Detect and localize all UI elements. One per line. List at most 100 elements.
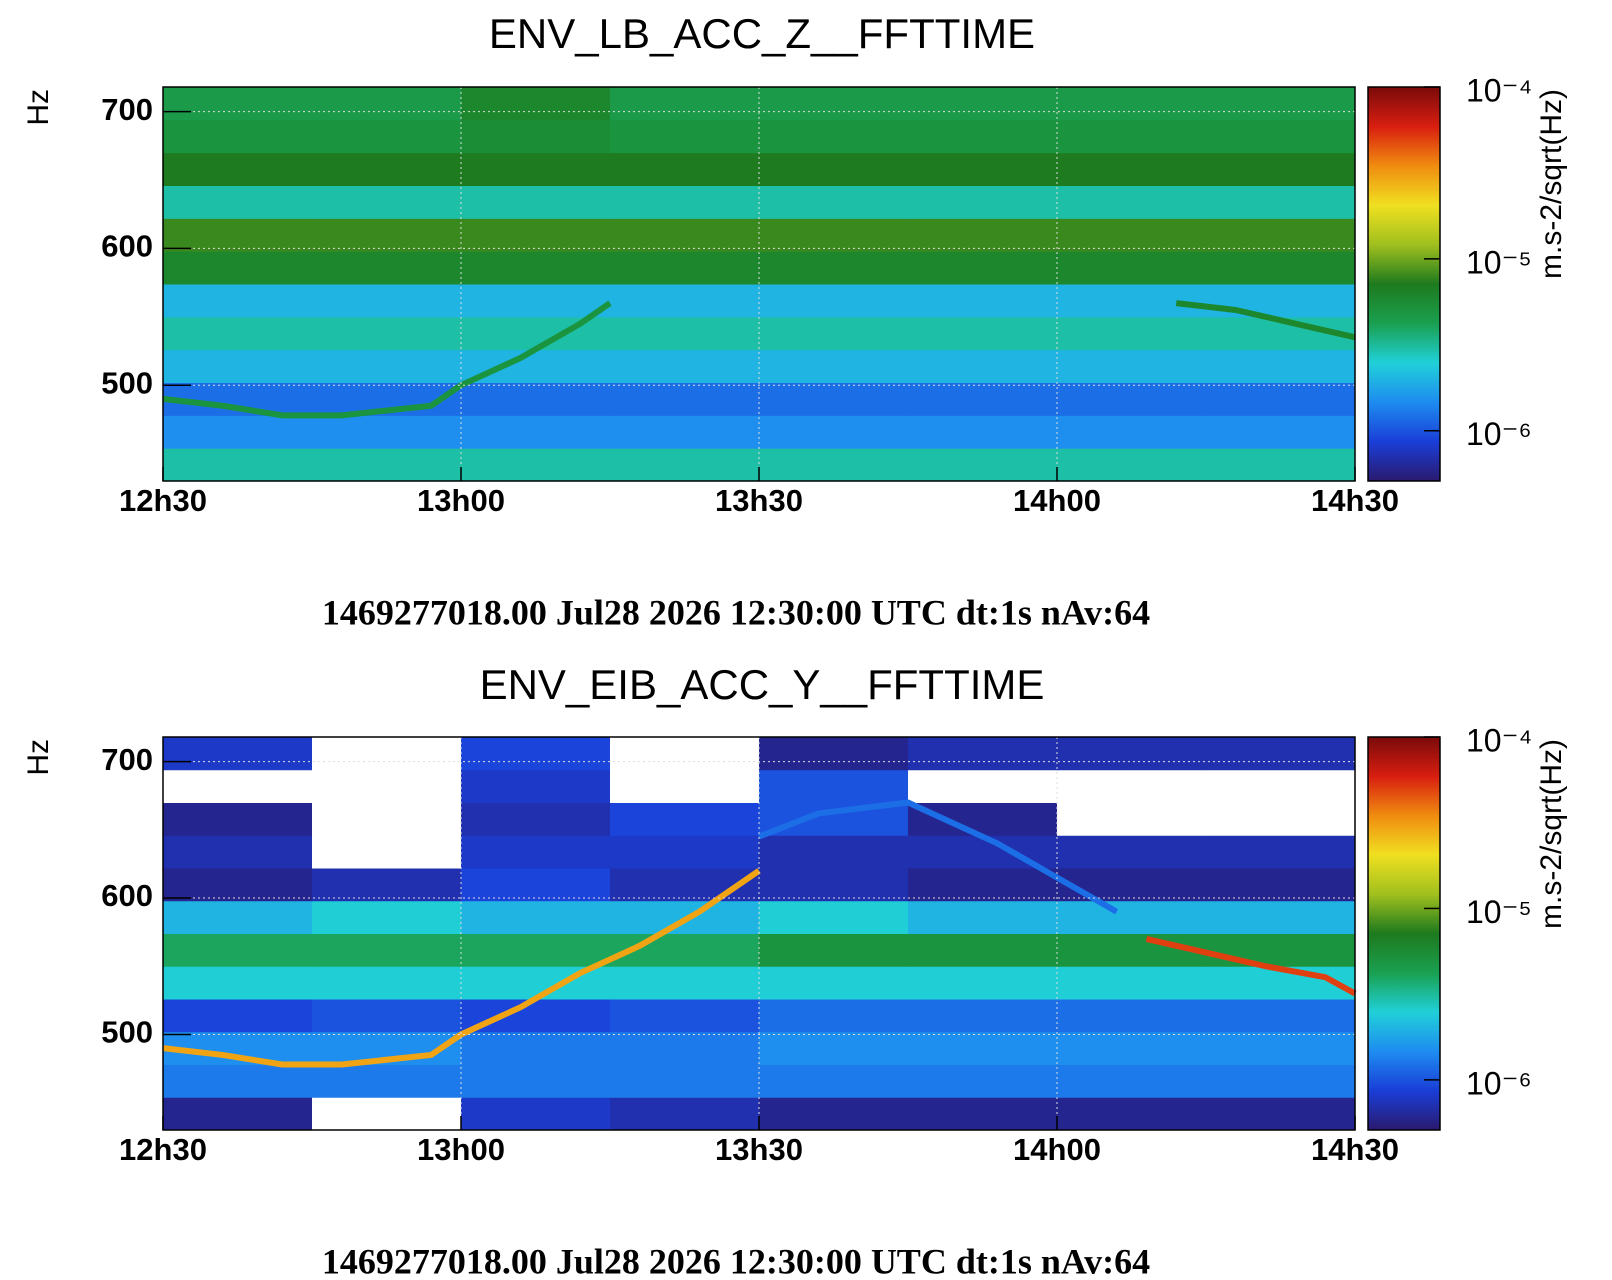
heatmap-cell	[908, 218, 1058, 252]
heatmap-cell	[610, 1031, 760, 1065]
heatmap-cell	[163, 448, 313, 482]
heatmap-cell	[759, 737, 909, 771]
heatmap-cell	[163, 1097, 313, 1131]
heatmap-cell	[461, 251, 611, 285]
heatmap-cell	[163, 251, 313, 285]
heatmap-cell	[908, 152, 1058, 186]
heatmap-cell	[163, 316, 313, 351]
heatmap-cell	[461, 415, 611, 449]
heatmap-cell	[1057, 415, 1207, 449]
heatmap-cell	[312, 802, 462, 836]
heatmap-cell	[163, 966, 313, 1000]
heatmap-cell	[759, 251, 909, 285]
heatmap-cell	[461, 769, 611, 803]
heatmap-cell	[163, 284, 313, 318]
heatmap-cell	[312, 218, 462, 252]
heatmap-cell	[610, 415, 760, 449]
heatmap-cell	[1206, 119, 1356, 154]
heatmap-cell	[461, 152, 611, 186]
trace	[757, 799, 1119, 915]
heatmap-cell	[1206, 185, 1356, 219]
heatmap-cell	[908, 185, 1058, 219]
heatmap-cell	[163, 119, 313, 154]
heatmap-cell	[759, 966, 909, 1000]
heatmap-cell	[312, 966, 462, 1000]
heatmap-cell	[908, 1064, 1058, 1098]
heatmap-cell	[908, 802, 1058, 836]
heatmap-cell	[163, 218, 313, 252]
heatmap-cell	[908, 382, 1058, 416]
heatmap-cell	[1206, 448, 1356, 482]
heatmap-cell	[1057, 966, 1207, 1000]
heatmap-cell	[312, 868, 462, 902]
heatmap-cell	[163, 737, 313, 771]
x-tick-label: 13h00	[417, 1132, 505, 1167]
x-tick-label: 13h00	[417, 483, 505, 518]
heatmap-cell	[610, 218, 760, 252]
heatmap-cell	[610, 152, 760, 186]
heatmap-cell	[1057, 769, 1207, 803]
heatmap-cell	[312, 415, 462, 449]
heatmap-cell	[610, 966, 760, 1000]
z-tick-label: 10⁻⁶	[1466, 1065, 1532, 1101]
heatmap-cell	[610, 999, 760, 1033]
heatmap-cell	[461, 933, 611, 967]
heatmap-cell	[908, 251, 1058, 285]
heatmap-cell	[908, 1097, 1058, 1131]
chart-title: ENV_EIB_ACC_Y__FFTTIME	[480, 661, 1045, 708]
heatmap-cell	[1206, 802, 1356, 836]
heatmap-cell	[1206, 218, 1356, 252]
heatmap-cell	[461, 999, 611, 1033]
heatmap-cell	[610, 316, 760, 351]
heatmap-cell	[1057, 349, 1207, 383]
heatmap-cell	[461, 868, 611, 902]
y-tick-label: 500	[101, 1015, 153, 1050]
heatmap-cell	[312, 900, 462, 934]
heatmap-cell	[1206, 769, 1356, 803]
plot-frame	[162, 736, 1356, 1131]
heatmap-cell	[908, 966, 1058, 1000]
heatmap-cell	[759, 119, 909, 154]
heatmap-cell	[461, 185, 611, 219]
heatmap-cell	[610, 119, 760, 154]
y-tick-label: 600	[101, 229, 153, 264]
heatmap-cell	[1057, 1097, 1207, 1131]
heatmap-cell	[312, 1097, 462, 1131]
x-tick-label: 13h30	[715, 483, 803, 518]
heatmap-cell	[610, 87, 760, 121]
heatmap-cell	[1206, 1031, 1356, 1065]
z-axis-label: m.s-2/sqrt(Hz)	[1535, 739, 1568, 929]
heatmap-cell	[908, 415, 1058, 449]
heatmap-cell	[1206, 999, 1356, 1033]
heatmap-cell	[1057, 999, 1207, 1033]
heatmap-cell	[908, 349, 1058, 383]
heatmap-cell	[1206, 284, 1356, 318]
z-tick-label: 10⁻⁴	[1466, 722, 1532, 758]
heatmap-cell	[1057, 284, 1207, 318]
heatmap-cell	[908, 284, 1058, 318]
heatmap-cell	[1057, 737, 1207, 771]
heatmap-cell	[461, 1031, 611, 1065]
heatmap-cell	[461, 119, 611, 154]
heatmap-cell	[1057, 448, 1207, 482]
heatmap-cell	[163, 999, 313, 1033]
heatmap-cell	[312, 448, 462, 482]
heatmap-cell	[1206, 1064, 1356, 1098]
heatmap-cell	[1057, 251, 1207, 285]
heatmap-cell	[1206, 1097, 1356, 1131]
heatmap-cell	[163, 933, 313, 967]
chart-title: ENV_LB_ACC_Z__FFTTIME	[489, 10, 1035, 57]
heatmap-cell	[461, 900, 611, 934]
heatmap-cell	[759, 152, 909, 186]
heatmap-cell	[461, 284, 611, 318]
y-tick-label: 700	[101, 742, 153, 777]
plot-frame	[162, 86, 1356, 482]
heatmap-cell	[610, 284, 760, 318]
heatmap-cell	[1206, 933, 1356, 967]
heatmap-cell	[908, 1031, 1058, 1065]
trace	[162, 300, 612, 419]
heatmap-cell	[1206, 349, 1356, 383]
heatmap-cell	[461, 218, 611, 252]
heatmap-cell	[1057, 802, 1207, 836]
